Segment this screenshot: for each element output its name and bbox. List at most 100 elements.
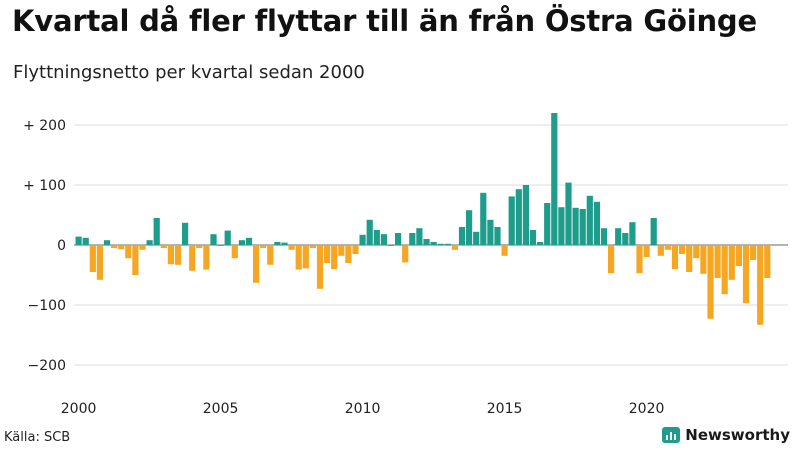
bar [735,245,742,266]
bar [487,219,494,245]
y-tick-label: −200 [28,358,66,374]
gridlines [74,124,788,366]
bar [501,245,508,256]
bar [522,185,529,245]
bar [96,245,103,280]
chart-subtitle: Flyttningsnetto per kvartal sedan 2000 [13,62,365,83]
bar [458,227,466,245]
bar [686,245,693,272]
bar [728,245,735,280]
bar [700,245,707,274]
bar [281,242,288,245]
bar [167,245,174,265]
bar [579,209,586,245]
bar [132,245,139,275]
bar [430,242,437,245]
bar [245,237,253,245]
bar [657,245,664,256]
y-tick-label: −100 [28,298,66,314]
bar [146,240,153,245]
bar [160,245,167,248]
bar [742,245,750,304]
x-tick-label: 2015 [487,401,523,417]
bar [714,245,721,278]
y-tick-label: + 100 [23,178,66,194]
bar [622,233,629,245]
bar [182,222,189,245]
bar [359,234,366,245]
bar [139,245,146,250]
bar [551,113,558,245]
bar [608,245,615,274]
bar [153,218,160,245]
bar [586,195,593,245]
x-tick-label: 2005 [203,401,239,417]
chart-logo-icon [662,427,681,443]
bar [82,237,89,245]
bar [600,228,608,245]
bar [409,233,416,245]
bar [480,192,487,245]
y-tick-label: 0 [57,238,66,254]
x-tick-label: 2010 [345,401,381,417]
x-tick-label: 2020 [629,401,665,417]
bar [750,245,757,260]
bar [515,189,522,245]
bar [89,245,96,272]
bar [423,239,430,245]
brand-name: Newsworthy [685,426,790,444]
bar [253,245,260,283]
bar [437,243,444,245]
bar [366,219,373,245]
bar [650,218,657,245]
bar [721,245,728,295]
bar [444,243,451,245]
bar [643,245,650,257]
bar [572,207,579,245]
bar [274,242,281,245]
x-axis-labels: 2000 2005 2010 2015 2020 [61,401,665,417]
bar [267,245,274,265]
y-axis-labels: + 200 + 100 0 −100 −200 [23,118,66,374]
brand-logo: Newsworthy [662,426,790,444]
bar [352,245,359,254]
bar [174,245,182,265]
bar [693,245,700,259]
bar [338,245,345,256]
bar [664,245,671,250]
bar [387,245,395,246]
bar [224,230,231,245]
source-note: Källa: SCB [4,430,71,445]
bar [757,245,764,325]
bar [217,245,224,246]
bar [288,245,295,250]
bar [636,245,643,274]
bar [537,242,544,245]
bar [373,230,380,245]
bar [196,245,203,248]
bar [466,210,473,245]
bar [324,245,331,263]
bar [629,222,636,245]
bar [529,230,537,245]
bar [210,234,217,245]
bar [316,245,324,289]
x-tick-label: 2000 [61,401,97,417]
chart-title: Kvartal då fler flyttar till än från Öst… [12,4,757,38]
bar [565,182,572,245]
bar [615,228,622,245]
bar [111,245,118,248]
bar [231,245,238,259]
bar [707,245,714,319]
bar [238,240,245,245]
bar [451,245,458,250]
bar [593,201,600,245]
bar [402,245,409,263]
bar [764,245,771,278]
bar [544,203,551,245]
bar [309,245,316,248]
bar [494,227,501,245]
bar [260,245,267,248]
bar [189,245,196,271]
bar [295,245,302,270]
